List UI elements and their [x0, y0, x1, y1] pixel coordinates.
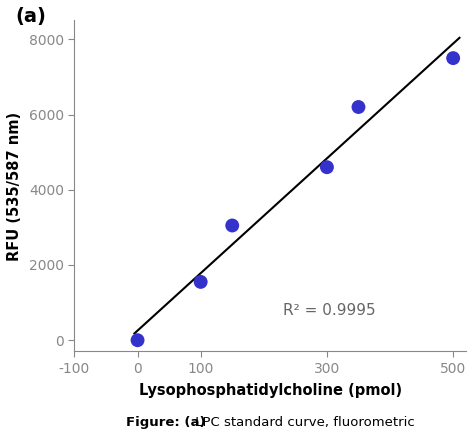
Point — [228, 222, 236, 229]
Point — [197, 279, 204, 286]
Point — [134, 337, 141, 344]
Y-axis label: RFU (535/587 nm): RFU (535/587 nm) — [7, 111, 22, 260]
Text: R² = 0.9995: R² = 0.9995 — [283, 303, 375, 318]
X-axis label: Lysophosphatidylcholine (pmol): Lysophosphatidylcholine (pmol) — [138, 383, 401, 398]
Text: Figure: (a): Figure: (a) — [126, 416, 205, 429]
Point — [355, 103, 362, 110]
Point — [323, 164, 331, 171]
Point — [449, 55, 457, 62]
Text: (a): (a) — [16, 7, 46, 26]
Text: LPC standard curve, fluorometric: LPC standard curve, fluorometric — [191, 416, 415, 429]
